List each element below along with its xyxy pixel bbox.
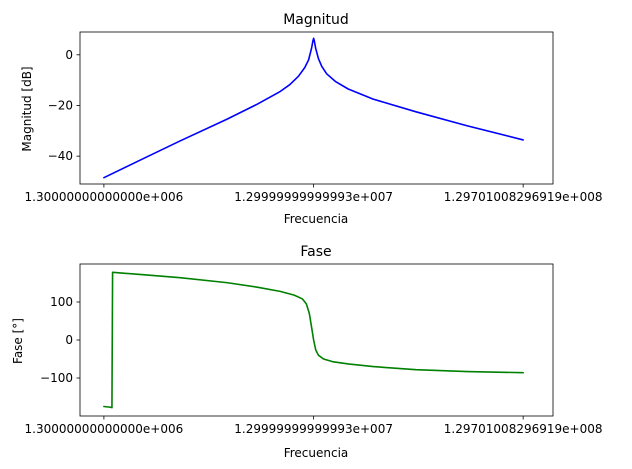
phase-x-axis-label: Frecuencia [284,446,349,460]
magnitude-x-tick-label: 1.29999999999993e+007 [234,190,393,204]
phase-series-line [103,271,524,409]
phase-panel: Fase Frecuencia Fase [°] 1.3000000000000… [11,244,602,460]
magnitude-title: Magnitud [283,12,349,28]
magnitude-y-tick-label: −40 [48,149,73,163]
phase-x-tick-label: 1.30000000000000e+006 [25,422,184,436]
magnitude-axes-frame [79,31,554,185]
phase-title: Fase [300,244,331,260]
magnitude-series-line [103,37,524,179]
magnitude-y-axis-label: Magnitud [dB] [20,66,34,151]
phase-axes-frame [79,263,554,417]
magnitude-y-tick-label: −20 [48,98,73,112]
magnitude-x-tick-label: 1.30000000000000e+006 [25,190,184,204]
phase-plot-area: 1.30000000000000e+006 1.29999999999993e+0… [25,263,603,436]
magnitude-panel: Magnitud Frecuencia Magnitud [dB] 1.3000… [20,12,602,226]
phase-y-tick-label: −100 [40,371,73,385]
phase-x-tick-label: 1.29999999999993e+007 [234,422,393,436]
phase-y-axis-label: Fase [°] [11,318,25,364]
phase-y-tick-label: 0 [65,333,73,347]
magnitude-plot-area: 1.30000000000000e+006 1.29999999999993e+0… [25,31,603,204]
phase-x-tick-label: 1.29701008296919e+008 [444,422,603,436]
magnitude-y-tick-label: 0 [65,48,73,62]
magnitude-x-axis-label: Frecuencia [284,212,349,226]
magnitude-x-tick-label: 1.29701008296919e+008 [444,190,603,204]
phase-y-tick-label: 100 [50,295,73,309]
